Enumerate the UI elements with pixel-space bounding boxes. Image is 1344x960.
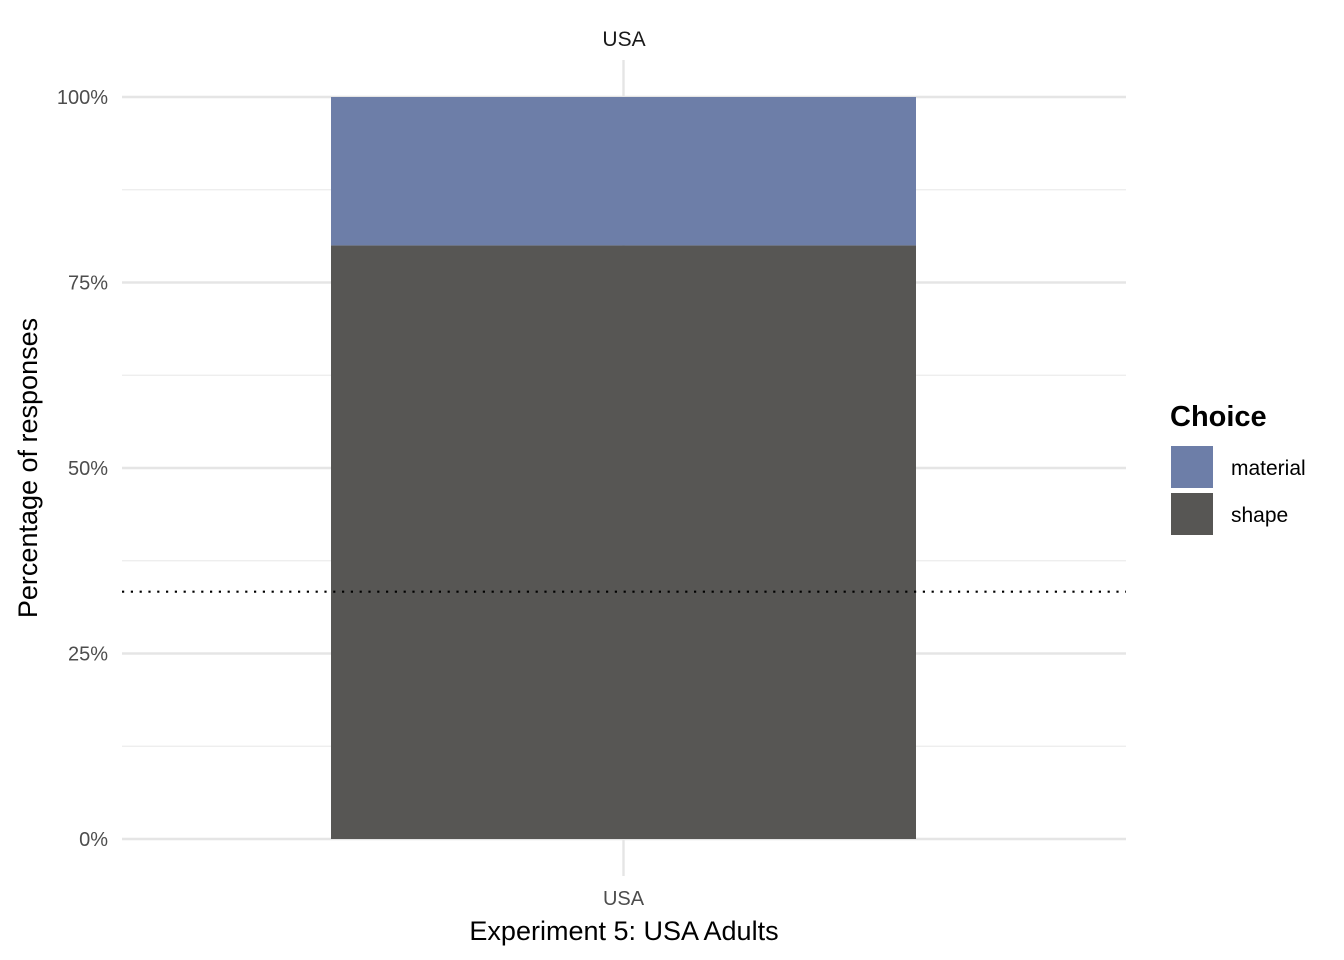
legend-title: Choice: [1170, 401, 1267, 433]
legend-label-material: material: [1231, 457, 1306, 480]
x-tick-labels: USA: [603, 888, 645, 910]
legend-swatch-shape: [1171, 493, 1213, 535]
x-axis-title: Experiment 5: USA Adults: [469, 916, 778, 946]
y-tick-labels: 0% 25% 50% 75% 100%: [57, 87, 108, 851]
y-tick-label: 75%: [68, 273, 108, 295]
facet-strip-label: USA: [602, 28, 645, 51]
bars: [331, 97, 916, 839]
bar-material: [331, 97, 916, 246]
legend-label-shape: shape: [1231, 504, 1288, 527]
y-axis-title: Percentage of responses: [13, 318, 43, 618]
x-tick-label: USA: [603, 888, 645, 910]
legend: Choice material shape: [1170, 401, 1306, 535]
y-tick-label: 0%: [79, 829, 108, 851]
bar-shape: [331, 245, 916, 839]
y-tick-label: 25%: [68, 644, 108, 666]
legend-swatch-material: [1171, 446, 1213, 488]
y-tick-label: 100%: [57, 87, 108, 109]
y-tick-label: 50%: [68, 458, 108, 480]
legend-items: material shape: [1171, 446, 1306, 535]
